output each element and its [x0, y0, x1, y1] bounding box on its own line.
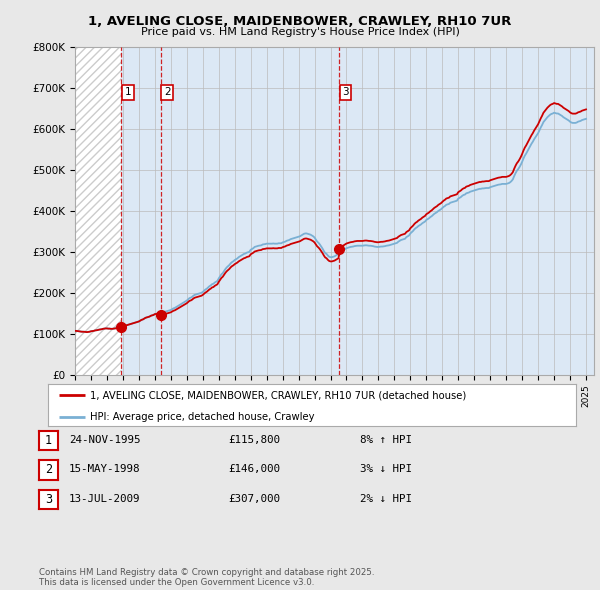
Text: 2: 2 [45, 463, 52, 477]
Text: 24-NOV-1995: 24-NOV-1995 [69, 435, 140, 444]
Text: £307,000: £307,000 [228, 494, 280, 503]
Text: 8% ↑ HPI: 8% ↑ HPI [360, 435, 412, 444]
Text: 2% ↓ HPI: 2% ↓ HPI [360, 494, 412, 503]
Text: 15-MAY-1998: 15-MAY-1998 [69, 464, 140, 474]
Bar [75, 47, 121, 375]
Text: 3: 3 [342, 87, 349, 97]
Text: HPI: Average price, detached house, Crawley: HPI: Average price, detached house, Craw… [90, 412, 315, 422]
Text: 2: 2 [164, 87, 170, 97]
Text: £115,800: £115,800 [228, 435, 280, 444]
Text: 1, AVELING CLOSE, MAIDENBOWER, CRAWLEY, RH10 7UR: 1, AVELING CLOSE, MAIDENBOWER, CRAWLEY, … [88, 15, 512, 28]
Text: Contains HM Land Registry data © Crown copyright and database right 2025.
This d: Contains HM Land Registry data © Crown c… [39, 568, 374, 587]
Text: 3% ↓ HPI: 3% ↓ HPI [360, 464, 412, 474]
Text: 1: 1 [125, 87, 131, 97]
Text: 3: 3 [45, 493, 52, 506]
Text: Price paid vs. HM Land Registry's House Price Index (HPI): Price paid vs. HM Land Registry's House … [140, 27, 460, 37]
Text: £146,000: £146,000 [228, 464, 280, 474]
Text: 1: 1 [45, 434, 52, 447]
Text: 1, AVELING CLOSE, MAIDENBOWER, CRAWLEY, RH10 7UR (detached house): 1, AVELING CLOSE, MAIDENBOWER, CRAWLEY, … [90, 391, 466, 401]
Text: 13-JUL-2009: 13-JUL-2009 [69, 494, 140, 503]
